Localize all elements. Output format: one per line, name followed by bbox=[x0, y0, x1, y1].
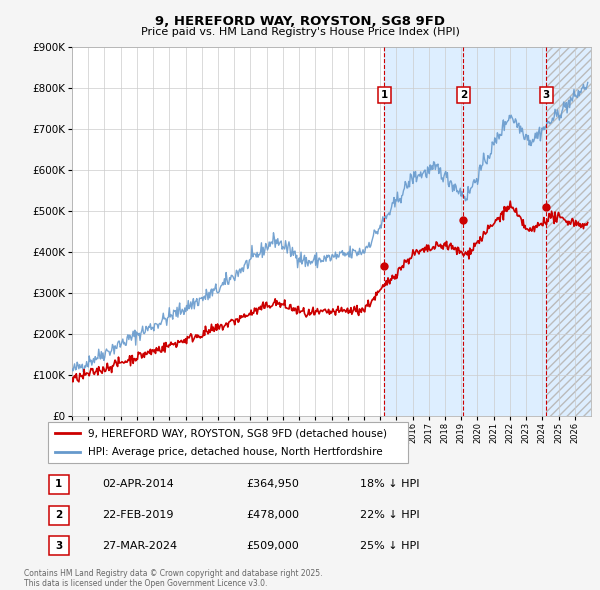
FancyBboxPatch shape bbox=[49, 475, 68, 494]
Text: 2: 2 bbox=[55, 510, 62, 520]
Text: 02-APR-2014: 02-APR-2014 bbox=[102, 480, 174, 489]
Text: 27-MAR-2024: 27-MAR-2024 bbox=[102, 541, 177, 550]
Text: 22% ↓ HPI: 22% ↓ HPI bbox=[360, 510, 419, 520]
Bar bbox=[384, 47, 546, 416]
Text: 2: 2 bbox=[460, 90, 467, 100]
Text: 25% ↓ HPI: 25% ↓ HPI bbox=[360, 541, 419, 550]
Text: 22-FEB-2019: 22-FEB-2019 bbox=[102, 510, 173, 520]
Text: 9, HEREFORD WAY, ROYSTON, SG8 9FD: 9, HEREFORD WAY, ROYSTON, SG8 9FD bbox=[155, 15, 445, 28]
Text: 18% ↓ HPI: 18% ↓ HPI bbox=[360, 480, 419, 489]
FancyBboxPatch shape bbox=[48, 422, 408, 463]
Bar bbox=[546, 47, 591, 416]
Text: Price paid vs. HM Land Registry's House Price Index (HPI): Price paid vs. HM Land Registry's House … bbox=[140, 27, 460, 37]
Text: £478,000: £478,000 bbox=[246, 510, 299, 520]
Text: 1: 1 bbox=[380, 90, 388, 100]
Text: HPI: Average price, detached house, North Hertfordshire: HPI: Average price, detached house, Nort… bbox=[88, 447, 382, 457]
Text: £509,000: £509,000 bbox=[246, 541, 299, 550]
Text: 3: 3 bbox=[55, 541, 62, 550]
Text: 1: 1 bbox=[55, 480, 62, 489]
Text: Contains HM Land Registry data © Crown copyright and database right 2025.
This d: Contains HM Land Registry data © Crown c… bbox=[24, 569, 323, 588]
FancyBboxPatch shape bbox=[49, 506, 68, 525]
Text: 3: 3 bbox=[542, 90, 550, 100]
FancyBboxPatch shape bbox=[49, 536, 68, 555]
Text: £364,950: £364,950 bbox=[246, 480, 299, 489]
Text: 9, HEREFORD WAY, ROYSTON, SG8 9FD (detached house): 9, HEREFORD WAY, ROYSTON, SG8 9FD (detac… bbox=[88, 428, 386, 438]
